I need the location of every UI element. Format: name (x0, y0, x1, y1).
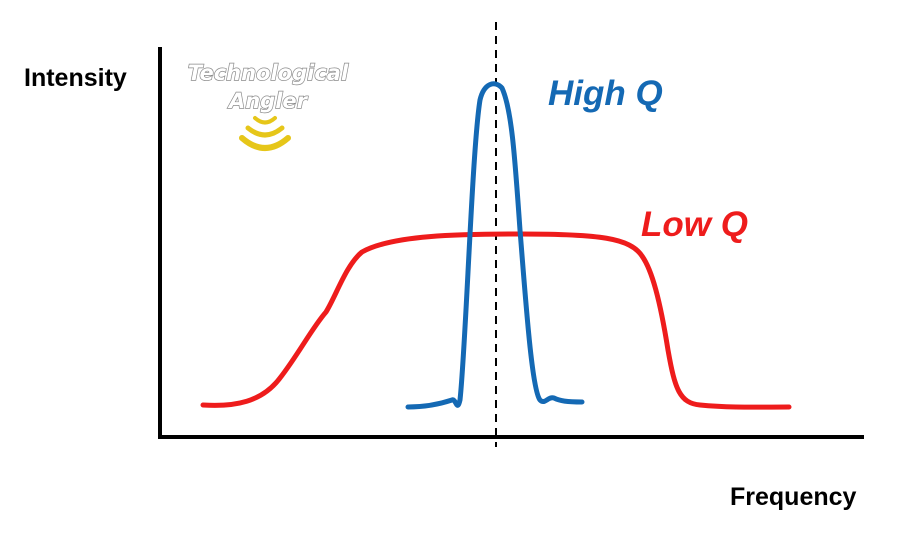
logo-text-line1: Technological (188, 61, 349, 85)
signal-waves-icon (239, 116, 291, 151)
y-axis-label: Intensity (24, 64, 127, 92)
low-q-label: Low Q (641, 205, 748, 244)
high-q-curve (405, 81, 585, 410)
signal-wave-middle (245, 125, 285, 138)
signal-wave-outer (239, 135, 291, 151)
logo-text-line2: Angler (227, 89, 309, 113)
high-q-label: High Q (548, 74, 663, 113)
x-axis-label: Frequency (730, 483, 857, 511)
technological-angler-logo: Technological Angler (187, 60, 350, 151)
signal-wave-inner (253, 116, 277, 125)
